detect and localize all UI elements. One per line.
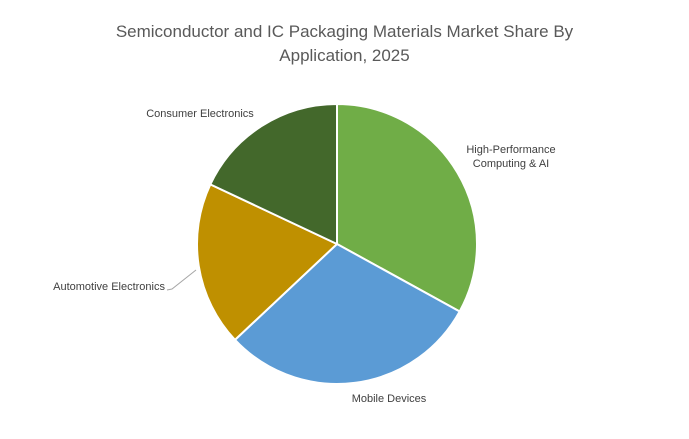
chart-title: Semiconductor and IC Packaging Materials… <box>0 20 689 68</box>
leader-line-automotive-electronics <box>166 269 197 291</box>
pie-slice-consumer-electronics <box>209 103 338 245</box>
slice-label-automotive-electronics: Automotive Electronics <box>53 281 165 293</box>
pie-slice-high-performance-computing-ai <box>336 103 478 313</box>
slice-label-consumer-electronics: Consumer Electronics <box>146 108 254 120</box>
chart-title-line-2: Application, 2025 <box>279 46 410 65</box>
slice-label-mobile-devices: Mobile Devices <box>352 393 427 405</box>
chart-title-line-1: Semiconductor and IC Packaging Materials… <box>115 22 574 41</box>
slice-label-high-performance-computing-ai: High-Performance Computing & AI <box>466 144 555 170</box>
pie-slice-automotive-electronics <box>196 183 338 341</box>
pie-slice-mobile-devices <box>233 243 461 385</box>
